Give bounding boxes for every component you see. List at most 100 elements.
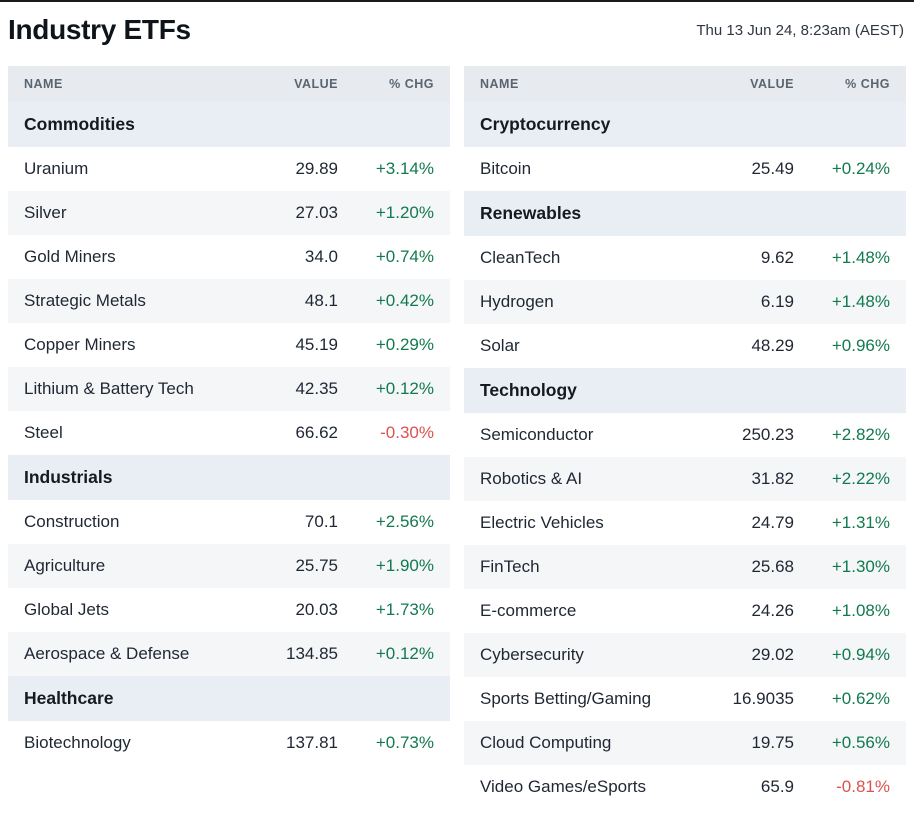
etf-name: Lithium & Battery Tech xyxy=(24,379,194,398)
etf-change: +0.56% xyxy=(831,733,890,752)
etf-name: Global Jets xyxy=(24,600,110,619)
etf-name: Construction xyxy=(24,512,120,531)
section-title: Renewables xyxy=(464,191,906,236)
etf-row[interactable]: Hydrogen 6.19 +1.48% xyxy=(464,280,906,324)
etf-value: 48.1 xyxy=(304,291,338,310)
etf-row[interactable]: Gold Miners 34.0 +0.74% xyxy=(8,235,450,279)
etf-change: +0.24% xyxy=(831,159,890,178)
etf-change: +1.90% xyxy=(375,556,434,575)
etf-change: +3.14% xyxy=(375,159,434,178)
etf-change: +1.20% xyxy=(375,203,434,222)
value-column-header: VALUE xyxy=(254,66,354,102)
etf-name: Sports Betting/Gaming xyxy=(480,689,652,708)
etf-change: +1.30% xyxy=(831,557,890,576)
etf-row[interactable]: Construction 70.1 +2.56% xyxy=(8,500,450,544)
etf-value: 45.19 xyxy=(295,335,338,354)
etf-row[interactable]: Video Games/eSports 65.9 -0.81% xyxy=(464,765,906,809)
etf-change: +2.56% xyxy=(375,512,434,531)
name-column-header: NAME xyxy=(464,66,710,102)
etf-row[interactable]: Biotechnology 137.81 +0.73% xyxy=(8,721,450,765)
etf-name: Gold Miners xyxy=(24,247,116,266)
etf-change: +0.42% xyxy=(375,291,434,310)
etf-name: Video Games/eSports xyxy=(480,777,646,796)
etf-row[interactable]: Global Jets 20.03 +1.73% xyxy=(8,588,450,632)
section-title: Commodities xyxy=(8,102,450,147)
etf-value: 34.0 xyxy=(304,247,338,266)
etf-row[interactable]: Steel 66.62 -0.30% xyxy=(8,411,450,455)
section-header-row: Cryptocurrency xyxy=(464,102,906,147)
table-head: NAME VALUE% CHG xyxy=(464,66,906,102)
etf-row[interactable]: Robotics & AI 31.82 +2.22% xyxy=(464,457,906,501)
etf-value: 25.75 xyxy=(295,556,338,575)
etf-value: 9.62 xyxy=(760,248,794,267)
etf-row[interactable]: Sports Betting/Gaming 16.9035 +0.62% xyxy=(464,677,906,721)
etf-name: Semiconductor xyxy=(480,425,594,444)
etf-row[interactable]: Copper Miners 45.19 +0.29% xyxy=(8,323,450,367)
etf-row[interactable]: Cybersecurity 29.02 +0.94% xyxy=(464,633,906,677)
section-title: Healthcare xyxy=(8,676,450,721)
etf-value: 29.89 xyxy=(295,159,338,178)
etf-row[interactable]: Strategic Metals 48.1 +0.42% xyxy=(8,279,450,323)
chg-column-header: % CHG xyxy=(810,66,906,102)
etf-name: Hydrogen xyxy=(480,292,554,311)
etf-change: +1.31% xyxy=(831,513,890,532)
etf-row[interactable]: Uranium 29.89 +3.14% xyxy=(8,147,450,191)
etf-value: 137.81 xyxy=(286,733,338,752)
etf-value: 70.1 xyxy=(304,512,338,531)
etf-value: 42.35 xyxy=(295,379,338,398)
etf-row[interactable]: Agriculture 25.75 +1.90% xyxy=(8,544,450,588)
etf-row[interactable]: Lithium & Battery Tech 42.35 +0.12% xyxy=(8,367,450,411)
etf-value: 66.62 xyxy=(295,423,338,442)
etf-name: Aerospace & Defense xyxy=(24,644,190,663)
industry-etfs-widget: Industry ETFs Thu 13 Jun 24, 8:23am (AES… xyxy=(0,2,914,819)
etf-change: +2.22% xyxy=(831,469,890,488)
etf-name: Bitcoin xyxy=(480,159,532,178)
etf-row[interactable]: Aerospace & Defense 134.85 +0.12% xyxy=(8,632,450,676)
etf-value: 19.75 xyxy=(751,733,794,752)
etf-name: Uranium xyxy=(24,159,89,178)
etf-value: 65.9 xyxy=(760,777,794,796)
etf-row[interactable]: Silver 27.03 +1.20% xyxy=(8,191,450,235)
etf-name: E-commerce xyxy=(480,601,577,620)
etf-change: -0.30% xyxy=(380,423,434,442)
etf-name: Biotechnology xyxy=(24,733,131,752)
etf-row[interactable]: Semiconductor 250.23 +2.82% xyxy=(464,413,906,457)
etf-row[interactable]: Solar 48.29 +0.96% xyxy=(464,324,906,368)
table-head: NAME VALUE% CHG xyxy=(8,66,450,102)
etf-name: Cybersecurity xyxy=(480,645,584,664)
etf-name: Silver xyxy=(24,203,67,222)
etf-table-right: NAME VALUE% CHG Cryptocurrency Bitcoin 25.49… xyxy=(464,66,906,809)
etf-name: Solar xyxy=(480,336,520,355)
etf-change: +0.94% xyxy=(831,645,890,664)
etf-name: Agriculture xyxy=(24,556,106,575)
etf-value: 29.02 xyxy=(751,645,794,664)
etf-name: CleanTech xyxy=(480,248,561,267)
etf-change: -0.81% xyxy=(836,777,890,796)
etf-change: +0.12% xyxy=(375,379,434,398)
value-column-header: VALUE xyxy=(710,66,810,102)
etf-row[interactable]: Cloud Computing 19.75 +0.56% xyxy=(464,721,906,765)
section-header-row: Industrials xyxy=(8,455,450,500)
etf-value: 250.23 xyxy=(742,425,794,444)
etf-row[interactable]: E-commerce 24.26 +1.08% xyxy=(464,589,906,633)
section-title: Industrials xyxy=(8,455,450,500)
table-body: Commodities Uranium 29.89 +3.14% Silver 27.03… xyxy=(8,102,450,765)
etf-row[interactable]: Bitcoin 25.49 +0.24% xyxy=(464,147,906,191)
chg-column-header: % CHG xyxy=(354,66,450,102)
etf-change: +0.74% xyxy=(375,247,434,266)
etf-value: 27.03 xyxy=(295,203,338,222)
etf-name: Steel xyxy=(24,423,63,442)
tables-container: NAME VALUE% CHG Commodities Uranium 29.89 +3.… xyxy=(8,66,906,809)
etf-value: 134.85 xyxy=(286,644,338,663)
etf-name: FinTech xyxy=(480,557,540,576)
etf-value: 24.79 xyxy=(751,513,794,532)
etf-row[interactable]: CleanTech 9.62 +1.48% xyxy=(464,236,906,280)
etf-row[interactable]: Electric Vehicles 24.79 +1.31% xyxy=(464,501,906,545)
etf-row[interactable]: FinTech 25.68 +1.30% xyxy=(464,545,906,589)
etf-change: +0.73% xyxy=(375,733,434,752)
page-header: Industry ETFs Thu 13 Jun 24, 8:23am (AES… xyxy=(8,10,906,66)
etf-table-left: NAME VALUE% CHG Commodities Uranium 29.89 +3.… xyxy=(8,66,450,765)
etf-change: +1.73% xyxy=(375,600,434,619)
etf-name: Robotics & AI xyxy=(480,469,583,488)
column-header-row: NAME VALUE% CHG xyxy=(464,66,906,102)
